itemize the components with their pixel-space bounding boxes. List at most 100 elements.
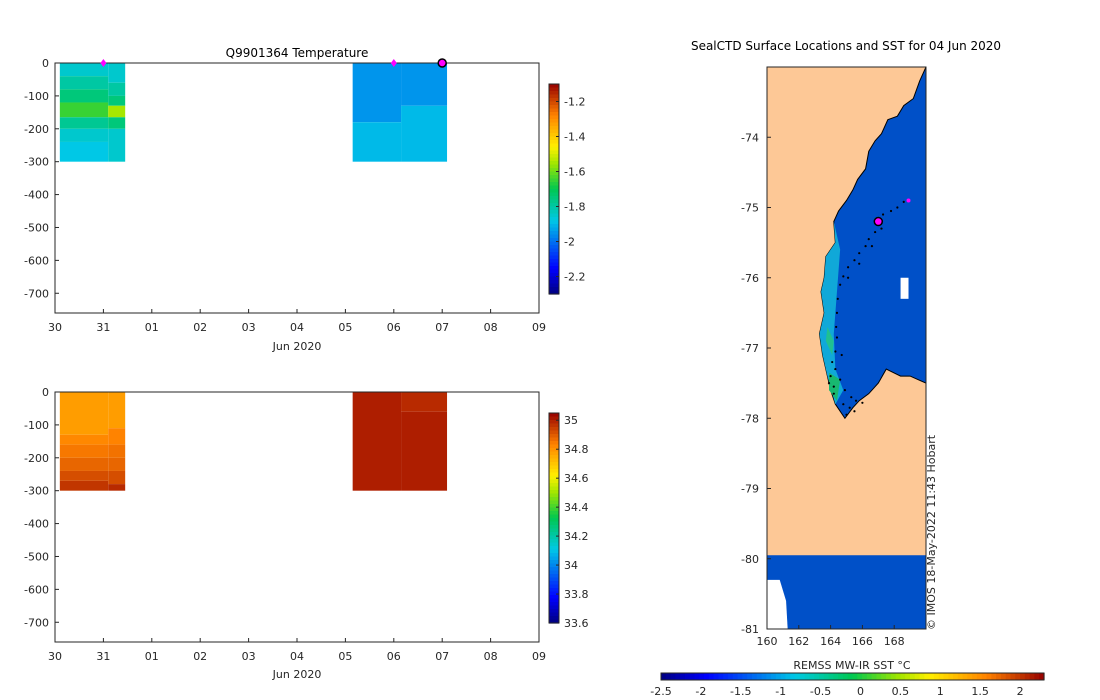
x-tick-label: 06 xyxy=(387,650,401,663)
colorbar-tick-label: -1.2 xyxy=(564,96,585,109)
colorbar-segment xyxy=(549,112,559,117)
colorbar-segment xyxy=(549,241,559,246)
colorbar-tick-label: -1.6 xyxy=(564,166,585,179)
sst-colorbar-segment xyxy=(895,673,901,680)
track-point xyxy=(834,367,837,371)
sst-colorbar-tick-label: 0 xyxy=(857,685,864,698)
colorbar-segment xyxy=(549,444,559,449)
colorbar-segment xyxy=(549,213,559,218)
y-tick-label: -200 xyxy=(24,123,49,136)
colorbar-segment xyxy=(549,248,559,253)
colorbar-tick-label: -2.2 xyxy=(564,271,585,284)
sst-colorbar-segment xyxy=(661,673,667,680)
sst-colorbar-segment xyxy=(862,673,868,680)
sst-colorbar-segment xyxy=(933,673,940,680)
track-point xyxy=(832,385,835,388)
colorbar-segment xyxy=(549,220,559,225)
x-tick-label: 07 xyxy=(435,321,449,334)
colorbar-segment xyxy=(549,574,559,579)
lon-tick-label: 168 xyxy=(884,635,905,648)
colorbar-segment xyxy=(549,518,559,523)
sst-colorbar-tick-label: -1.5 xyxy=(730,685,751,698)
colorbar-segment xyxy=(549,150,559,155)
colorbar-segment xyxy=(549,231,559,236)
colorbar-segment xyxy=(549,287,559,292)
profile-cell xyxy=(59,141,109,162)
colorbar-frame xyxy=(548,412,560,624)
sst-colorbar-segment xyxy=(905,673,911,680)
colorbar-segment xyxy=(549,140,559,145)
colorbar-segment xyxy=(549,437,559,442)
colorbar-segment xyxy=(549,521,559,526)
colorbar-segment xyxy=(549,462,559,467)
sst-colorbar-segment xyxy=(699,673,705,680)
track-point xyxy=(843,389,847,392)
colorbar-segment xyxy=(549,567,559,572)
sst-colorbar-tick-label: -0.5 xyxy=(810,685,831,698)
sst-colorbar-segment xyxy=(991,673,997,680)
x-tick-label: 30 xyxy=(48,321,62,334)
colorbar-segment xyxy=(549,560,559,565)
track-point xyxy=(835,325,838,329)
profile-cell xyxy=(59,76,109,90)
sst-colorbar-segment xyxy=(929,673,935,680)
track-point xyxy=(842,275,845,278)
y-tick-label: -500 xyxy=(24,221,49,234)
track-point xyxy=(850,396,853,399)
colorbar-segment xyxy=(549,224,559,229)
colorbar-segment xyxy=(549,161,559,166)
profile-cell xyxy=(59,457,109,471)
map-latitude-ticks: -74 -75 -76 -77 -78 -79 -80 -81 xyxy=(741,131,771,636)
colorbar-tick-label: -2 xyxy=(564,236,575,249)
colorbar-segment xyxy=(549,570,559,575)
sst-colorbar-segment xyxy=(809,673,815,680)
colorbar-segment xyxy=(549,542,559,547)
y-tick-label: 0 xyxy=(42,386,49,399)
colorbar-tick-label: 33.6 xyxy=(564,617,589,630)
colorbar-segment xyxy=(549,535,559,540)
sst-colorbar-segment xyxy=(890,673,897,680)
sst-colorbar-segment xyxy=(704,673,710,680)
temperature-colorbar: -1.2 -1.4 -1.6 -1.8 -2 -2.2 xyxy=(548,83,585,295)
profile-cell xyxy=(59,434,109,445)
track-point xyxy=(874,230,877,234)
sst-colorbar-segment xyxy=(771,673,777,680)
colorbar-segment xyxy=(549,500,559,505)
x-tick-label: 09 xyxy=(532,321,546,334)
sst-colorbar-segment xyxy=(1039,673,1045,680)
sst-colorbar-tick-label: 0.5 xyxy=(892,685,910,698)
colorbar-segment xyxy=(549,504,559,509)
lon-tick-label: 166 xyxy=(852,635,873,648)
sst-colorbar-segment xyxy=(838,673,844,680)
x-tick-label: 08 xyxy=(484,650,498,663)
colorbar-segment xyxy=(549,119,559,124)
sst-colorbar-segment xyxy=(876,673,882,680)
seal-track xyxy=(827,198,911,416)
profile-cell xyxy=(59,117,109,129)
temperature-surface-markers xyxy=(100,58,447,68)
sst-colorbar-segment xyxy=(823,673,830,680)
sst-map-panel: SealCTD Surface Locations and SST for 04… xyxy=(650,39,1045,698)
salinity-colorbar: 35 34.8 34.6 34.4 34.2 34 33.8 33.6 xyxy=(548,412,589,630)
sst-colorbar-segment xyxy=(972,673,978,680)
sst-colorbar-segment xyxy=(756,673,763,680)
track-point xyxy=(839,378,842,381)
track-point xyxy=(880,227,883,230)
colorbar-segment xyxy=(549,129,559,134)
sst-colorbar-tick-label: 2 xyxy=(1017,685,1024,698)
sst-colorbar-segment xyxy=(713,673,720,680)
sst-colorbar-segment xyxy=(866,673,873,680)
x-tick-label: 01 xyxy=(145,321,159,334)
sst-colorbar-segment xyxy=(737,673,743,680)
sst-colorbar-segment xyxy=(742,673,748,680)
colorbar-segment xyxy=(549,479,559,484)
sst-colorbar-segment xyxy=(775,673,782,680)
x-tick-label: 31 xyxy=(96,650,110,663)
colorbar-segment xyxy=(549,546,559,551)
track-point xyxy=(840,353,843,357)
colorbar-segment xyxy=(549,420,559,425)
sst-colorbar-segment xyxy=(814,673,820,680)
colorbar-segment xyxy=(549,423,559,428)
sst-colorbar-segment xyxy=(723,673,729,680)
sst-colorbar-segment xyxy=(670,673,676,680)
